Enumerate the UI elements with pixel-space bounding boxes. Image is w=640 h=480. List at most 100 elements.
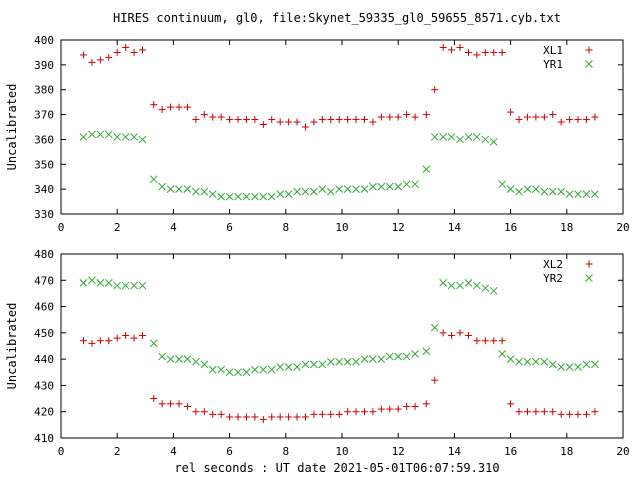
data-point: [234, 413, 242, 421]
x-tick-label: 18: [560, 445, 573, 458]
y-tick-label: 420: [34, 406, 54, 419]
data-point: [158, 400, 166, 408]
data-point: [532, 185, 540, 193]
data-point: [352, 357, 360, 366]
y-tick-label: 410: [34, 432, 54, 445]
data-point: [335, 357, 344, 366]
legend-marker: [585, 274, 593, 282]
data-point: [192, 408, 200, 416]
x-tick-label: 10: [335, 445, 348, 458]
data-point: [88, 58, 96, 66]
series-YR2: [79, 276, 599, 377]
data-point: [200, 360, 209, 369]
data-point: [523, 357, 532, 366]
data-point: [326, 187, 335, 196]
data-point: [259, 416, 267, 424]
data-point: [276, 413, 284, 421]
data-point: [96, 130, 105, 139]
data-point: [394, 405, 402, 413]
data-point: [422, 165, 431, 174]
y-tick-label: 450: [34, 327, 54, 340]
data-point: [96, 279, 105, 287]
data-point: [507, 108, 515, 116]
data-point: [113, 334, 121, 342]
data-point: [167, 400, 175, 408]
data-point: [234, 116, 242, 124]
data-point: [121, 133, 130, 141]
data-point: [422, 400, 430, 408]
data-point: [166, 355, 175, 363]
data-point: [268, 116, 276, 124]
data-point: [386, 405, 394, 413]
data-point: [489, 138, 498, 146]
data-point: [251, 413, 259, 421]
data-point: [301, 187, 310, 196]
data-point: [582, 410, 590, 418]
y-tick-label: 340: [34, 183, 54, 196]
data-point: [557, 410, 565, 418]
data-point: [403, 402, 411, 410]
data-point: [79, 279, 88, 287]
data-point: [259, 121, 267, 129]
x-tick-label: 14: [448, 445, 462, 458]
data-point: [439, 279, 448, 287]
data-point: [310, 187, 318, 196]
data-point: [79, 133, 88, 141]
data-point: [591, 113, 599, 121]
x-tick-label: 8: [282, 445, 289, 458]
data-point: [422, 347, 431, 356]
panel-1: 0 2 4 6 8 10 12 14 16 18 20 330 340 350 360 370 380 390 40…: [5, 34, 630, 234]
data-point: [192, 187, 200, 196]
y-tick-label: 380: [34, 84, 54, 97]
data-point: [150, 395, 158, 403]
data-point: [88, 130, 96, 139]
data-point: [276, 190, 285, 198]
data-point: [473, 281, 481, 290]
data-point: [489, 286, 498, 295]
data-point: [293, 363, 301, 371]
data-point: [456, 329, 464, 337]
data-point: [318, 116, 326, 124]
data-point: [532, 113, 540, 121]
data-point: [335, 185, 344, 193]
data-point: [158, 106, 166, 114]
data-point: [548, 360, 557, 369]
data-point: [200, 111, 208, 119]
data-point: [473, 51, 481, 59]
data-point: [540, 357, 549, 366]
data-point: [591, 360, 599, 369]
data-point: [473, 337, 481, 345]
data-point: [481, 135, 490, 144]
data-point: [301, 123, 309, 131]
data-point: [96, 56, 104, 64]
data-point: [523, 408, 531, 416]
data-point: [138, 331, 146, 339]
data-point: [574, 410, 582, 418]
data-point: [326, 357, 335, 366]
data-point: [448, 46, 456, 54]
data-point: [130, 334, 138, 342]
data-point: [200, 408, 208, 416]
x-tick-label: 0: [58, 221, 65, 234]
data-point: [293, 118, 301, 126]
y-tick-label: 350: [34, 158, 54, 171]
data-point: [226, 413, 234, 421]
data-point: [242, 192, 251, 201]
data-point: [149, 175, 158, 184]
data-point: [284, 363, 293, 371]
data-point: [386, 113, 394, 121]
data-point: [498, 48, 506, 56]
data-point: [301, 413, 309, 421]
data-point: [175, 185, 183, 193]
data-point: [284, 190, 293, 198]
data-point: [574, 116, 582, 124]
data-point: [385, 182, 394, 191]
data-point: [192, 116, 200, 124]
data-point: [310, 360, 318, 369]
data-point: [360, 355, 369, 363]
x-tick-label: 2: [114, 221, 121, 234]
data-point: [175, 400, 183, 408]
data-point: [369, 182, 377, 191]
series-YR1: [79, 130, 599, 201]
data-point: [540, 113, 548, 121]
